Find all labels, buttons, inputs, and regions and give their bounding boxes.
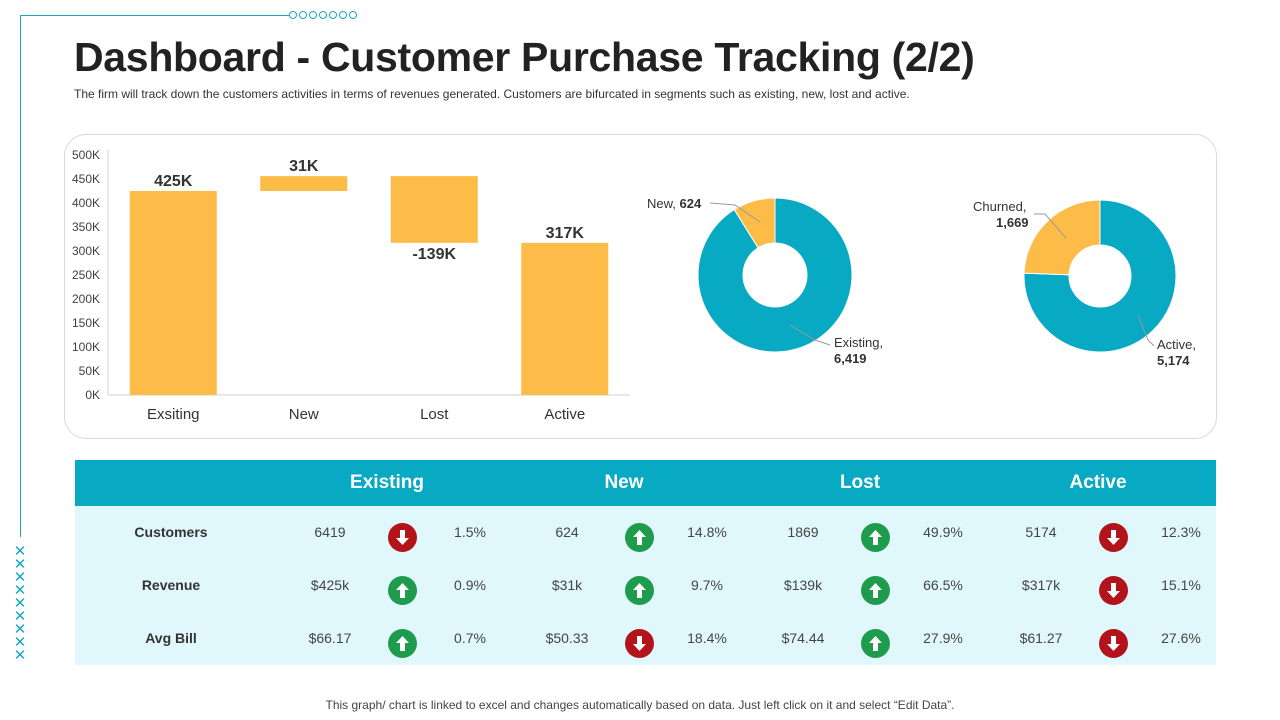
cell-value: $50.33 [545, 630, 589, 646]
arrow-up-icon [388, 629, 417, 658]
donut-activity-leader-line [1137, 314, 1155, 347]
cell-value: $425k [310, 577, 350, 593]
arrow-down-icon [1099, 629, 1128, 658]
column-header-new: New [604, 472, 644, 493]
cell-percent: 27.6% [1161, 630, 1201, 646]
cell-value: $61.27 [1019, 630, 1063, 646]
column-header-lost: Lost [839, 472, 881, 493]
bar-lost [390, 176, 478, 243]
cell-percent: 15.1% [1161, 577, 1201, 593]
cell-percent: 18.4% [687, 630, 727, 646]
y-tick-label: 150K [72, 316, 100, 330]
page-title: Dashboard - Customer Purchase Tracking (… [74, 34, 975, 80]
cell-value: $31k [551, 577, 583, 593]
cell-percent: 14.8% [687, 524, 727, 540]
x-tick-label: Exsiting [147, 406, 200, 423]
y-tick-label: 50K [79, 364, 100, 378]
row-label: Avg Bill [145, 630, 197, 646]
arrow-up-icon [625, 523, 654, 552]
donut-customers-leader-line [789, 324, 831, 346]
donut-activity-slice-minor [1023, 199, 1101, 276]
cell-value: $139k [783, 577, 823, 593]
table-row: Customers 6419 1.5% 624 14.8% 1869 49.9% 5174 12… [75, 506, 1216, 559]
row-label: Customers [134, 524, 208, 540]
decor-top-line [20, 15, 290, 16]
y-tick-label: 250K [72, 268, 100, 282]
arrow-down-icon [1099, 576, 1128, 605]
charts-canvas[interactable]: 0K 50K 100K 150K 200K 250K 300K 350K 400K 450K 500… [0, 0, 1280, 460]
cell-percent: 0.7% [454, 630, 486, 646]
data-label: 425K [154, 173, 193, 190]
data-label: 31K [289, 158, 319, 175]
page-subtitle: The firm will track down the customers a… [74, 87, 910, 101]
arrow-down-icon [1099, 523, 1128, 552]
cell-value: $317k [1021, 577, 1061, 593]
table-row: Avg Bill $66.17 0.7% $50.33 18.4% $74.44 27.9%… [75, 612, 1216, 665]
decor-crosses: ✕ ✕ ✕ ✕ ✕ ✕ ✕ ✕ ✕ [13, 542, 27, 664]
segments-table: Existing New Lost Active Customers 6419 1.… [75, 460, 1216, 665]
donut-customers-label: Existing, [834, 335, 883, 350]
y-tick-label: 450K [72, 172, 100, 186]
y-tick-label: 0K [85, 388, 100, 402]
column-header-active: Active [1069, 472, 1127, 493]
decor-circles [289, 11, 357, 19]
bar-exsiting [129, 191, 217, 395]
arrow-up-icon [861, 629, 890, 658]
arrow-up-icon [388, 576, 417, 605]
x-tick-label: Lost [420, 406, 449, 423]
arrow-down-icon [625, 629, 654, 658]
cell-value: 5174 [1025, 524, 1057, 540]
row-label: Revenue [141, 577, 201, 593]
arrow-down-icon [388, 523, 417, 552]
arrow-up-icon [861, 523, 890, 552]
cell-percent: 12.3% [1161, 524, 1201, 540]
donut-customers-value: 6,419 [834, 351, 867, 366]
cell-percent: 49.9% [923, 524, 963, 540]
footer-note: This graph/ chart is linked to excel and… [325, 698, 955, 712]
y-tick-label: 100K [72, 340, 100, 354]
donut-activity-label: Active, [1157, 337, 1196, 352]
decor-left-line [20, 15, 21, 537]
donut-activity-label: Churned, [973, 199, 1026, 214]
table-row: Revenue $425k 0.9% $31k 9.7% $139k 66.5% $317k 1… [75, 559, 1216, 612]
cell-percent: 9.7% [691, 577, 723, 593]
table-header: Existing New Lost Active [75, 460, 1216, 506]
column-header-existing: Existing [350, 472, 424, 493]
donut-customers-label: New, 624 [647, 196, 702, 211]
cell-value: 6419 [314, 524, 346, 540]
donut-activity-slice-major [1023, 199, 1177, 353]
data-label: 317K [546, 225, 585, 242]
cell-percent: 27.9% [923, 630, 963, 646]
donut-customers-slice-major [697, 197, 853, 353]
cell-value: $66.17 [308, 630, 352, 646]
arrow-up-icon [861, 576, 890, 605]
y-tick-label: 300K [72, 244, 100, 258]
data-label: -139K [412, 246, 456, 263]
arrow-up-icon [625, 576, 654, 605]
donut-activity-value: 5,174 [1157, 353, 1190, 368]
x-tick-label: New [289, 406, 319, 423]
bar-new [260, 176, 348, 191]
cell-value: $74.44 [781, 630, 825, 646]
x-tick-label: Active [544, 406, 585, 423]
y-tick-label: 400K [72, 196, 100, 210]
y-tick-label: 350K [72, 220, 100, 234]
donut-customers-leader-line [709, 202, 761, 223]
table-body: Customers 6419 1.5% 624 14.8% 1869 49.9% 5174 12… [75, 506, 1216, 665]
cell-value: 1869 [787, 524, 819, 540]
cell-percent: 0.9% [454, 577, 486, 593]
donut-customers-slice-minor [733, 197, 776, 249]
cell-percent: 1.5% [454, 524, 486, 540]
y-tick-label: 200K [72, 292, 100, 306]
cell-percent: 66.5% [923, 577, 963, 593]
cell-value: 624 [555, 524, 579, 540]
donut-activity-leader-line [1034, 213, 1067, 239]
bar-active [521, 242, 609, 395]
donut-activity-value: 1,669 [996, 215, 1029, 230]
y-tick-label: 500K [72, 148, 100, 162]
